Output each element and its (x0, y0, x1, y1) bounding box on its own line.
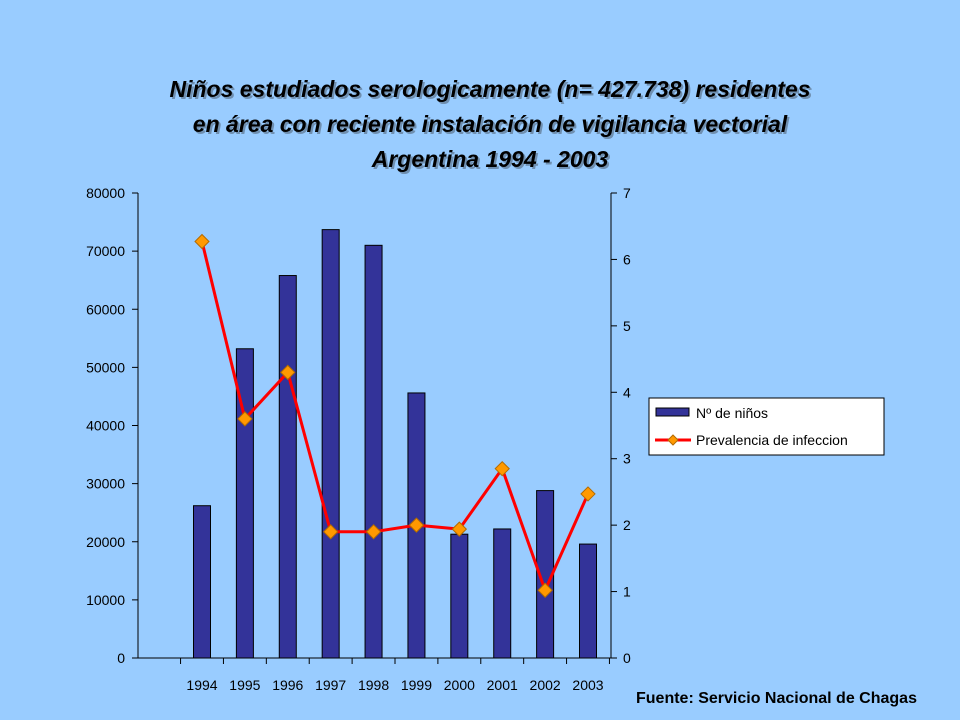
bar-1998 (364, 244, 383, 659)
x-axis-tick-label: 1996 (272, 677, 303, 693)
chart-title: Niños estudiados serologicamente (n= 427… (0, 72, 960, 177)
left-axis-tick-label: 0 (117, 650, 125, 666)
x-axis-tick-label: 1997 (315, 677, 346, 693)
right-axis-tick-label: 5 (623, 318, 631, 334)
left-axis-tick-label: 30000 (86, 476, 125, 492)
legend-box (648, 397, 885, 456)
prevalence-marker-2000 (451, 521, 468, 537)
bar-1994 (193, 505, 211, 659)
chart-title-line-2: en área con reciente instalación de vigi… (192, 111, 788, 137)
legend-label-line: Prevalencia de infeccion (696, 432, 848, 448)
bar-2000 (450, 533, 469, 659)
x-axis-tick-label: 1998 (358, 677, 389, 693)
right-axis-tick-label: 0 (623, 650, 631, 666)
bar-1996 (278, 275, 297, 659)
legend-label-bars: Nº de niños (696, 405, 768, 421)
right-axis-tick-label: 3 (623, 451, 631, 467)
prevalence-marker-1996 (280, 364, 296, 381)
prevalence-marker-1998 (365, 524, 382, 540)
x-axis-tick-label: 1995 (229, 677, 260, 693)
right-axis-tick-label: 7 (623, 185, 631, 201)
prevalence-marker-2003 (580, 486, 596, 502)
prevalence-marker-2001 (494, 460, 510, 477)
left-axis-tick-label: 80000 (86, 185, 125, 201)
left-axis-tick-label: 50000 (86, 359, 125, 375)
legend-swatch-marker (667, 434, 679, 446)
source-note: Fuente: Servicio Nacional de Chagas (636, 690, 917, 707)
legend-swatch-bars (655, 407, 690, 417)
x-axis-tick-label: 2002 (530, 677, 561, 693)
bar-1997 (321, 229, 340, 659)
prevalence-marker-2002 (537, 582, 553, 598)
left-axis-tick-label: 10000 (86, 592, 125, 608)
bar-2003 (579, 543, 597, 659)
left-axis-tick-label: 40000 (86, 418, 125, 434)
right-axis-tick-label: 1 (623, 584, 631, 600)
x-axis-tick-label: 2000 (444, 677, 475, 693)
x-axis-tick-label: 2001 (487, 677, 518, 693)
chart-title-line-3: Argentina 1994 - 2003 (371, 146, 609, 172)
right-axis-tick-label: 6 (623, 251, 631, 267)
prevalence-marker-1997 (322, 524, 339, 540)
left-axis-tick-label: 70000 (86, 243, 125, 259)
left-axis-tick-label: 60000 (86, 301, 125, 317)
prevalence-marker-1999 (408, 517, 425, 533)
x-axis-tick-label: 2003 (572, 677, 603, 693)
x-axis-tick-label: 1994 (186, 677, 217, 693)
chart-title-line-1: Niños estudiados serologicamente (n= 427… (169, 76, 811, 102)
right-axis-tick-label: 4 (623, 384, 631, 400)
prevalence-line (200, 241, 590, 592)
prevalence-marker-1995 (237, 411, 253, 427)
left-axis-tick-label: 20000 (86, 534, 125, 550)
bar-2001 (493, 528, 512, 659)
prevalence-marker-1994 (194, 233, 210, 250)
x-axis-tick-label: 1999 (401, 677, 432, 693)
right-axis-tick-label: 2 (623, 517, 631, 533)
